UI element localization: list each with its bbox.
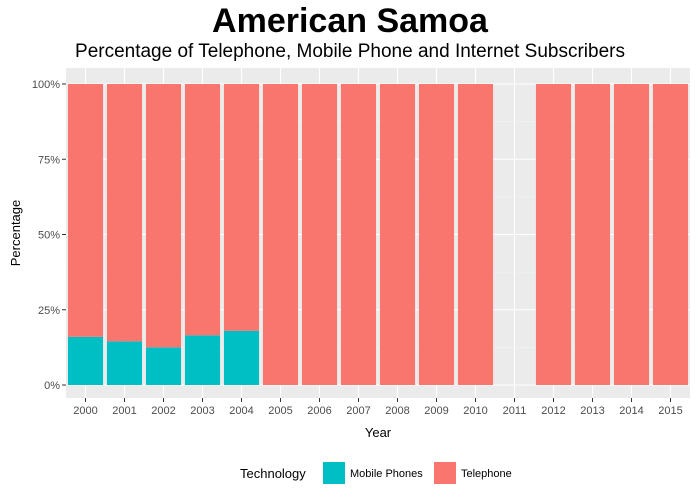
x-tick-label: 2004	[229, 405, 253, 417]
legend-swatch-mobile	[323, 462, 345, 484]
x-axis: 2000 2001 2002 2003 2004 2005 2006 2007 2008 2009…	[73, 398, 683, 417]
bar-mobile-2002	[145, 347, 182, 385]
bar-telephone-2014	[613, 84, 650, 385]
y-tick-label: 100%	[32, 79, 60, 91]
bar-telephone-2006	[301, 84, 338, 385]
legend-label-telephone: Telephone	[461, 468, 512, 480]
bar-telephone-2002	[145, 84, 182, 348]
x-tick-label: 2006	[307, 405, 331, 417]
x-tick-label: 2008	[385, 405, 409, 417]
y-tick-label: 0%	[44, 380, 60, 392]
x-tick-label: 2009	[424, 405, 448, 417]
legend-label-mobile: Mobile Phones	[350, 468, 423, 480]
chart-subtitle: Percentage of Telephone, Mobile Phone an…	[75, 41, 625, 62]
legend: Technology Mobile Phones Telephone	[240, 462, 512, 484]
x-axis-title: Year	[365, 425, 392, 440]
x-tick-label: 2003	[190, 405, 214, 417]
bar-telephone-2007	[340, 84, 377, 385]
bar-telephone-2012	[535, 84, 572, 385]
y-tick-label: 75%	[38, 154, 60, 166]
y-axis-title: Percentage	[8, 200, 23, 267]
bar-telephone-2009	[418, 84, 455, 385]
x-tick-label: 2012	[541, 405, 565, 417]
y-tick-label: 50%	[38, 230, 60, 242]
x-tick-label: 2007	[346, 405, 370, 417]
bars	[67, 84, 689, 385]
bar-telephone-2005	[262, 84, 299, 385]
x-tick-label: 2015	[658, 405, 682, 417]
y-tick-label: 25%	[38, 305, 60, 317]
bar-telephone-2003	[184, 84, 221, 336]
bar-telephone-2010	[457, 84, 494, 385]
y-axis: 0% 25% 50% 75% 100%	[32, 79, 66, 392]
x-tick-label: 2005	[268, 405, 292, 417]
x-tick-label: 2000	[73, 405, 97, 417]
bar-mobile-2003	[184, 335, 221, 385]
legend-title: Technology	[240, 466, 306, 481]
x-tick-label: 2010	[463, 405, 487, 417]
x-tick-label: 2014	[619, 405, 643, 417]
bar-telephone-2015	[652, 84, 689, 385]
bar-telephone-2004	[223, 84, 260, 331]
x-tick-label: 2001	[112, 405, 136, 417]
x-tick-label: 2011	[503, 405, 527, 417]
bar-mobile-2000	[67, 336, 104, 385]
bar-telephone-2000	[67, 84, 104, 337]
bar-mobile-2001	[106, 341, 143, 385]
bar-telephone-2013	[574, 84, 611, 385]
legend-swatch-telephone	[434, 462, 456, 484]
x-tick-label: 2013	[580, 405, 604, 417]
x-tick-label: 2002	[151, 405, 175, 417]
chart-title: American Samoa	[212, 2, 488, 40]
bar-telephone-2008	[379, 84, 416, 385]
bar-telephone-2001	[106, 84, 143, 342]
bar-mobile-2004	[223, 330, 260, 385]
